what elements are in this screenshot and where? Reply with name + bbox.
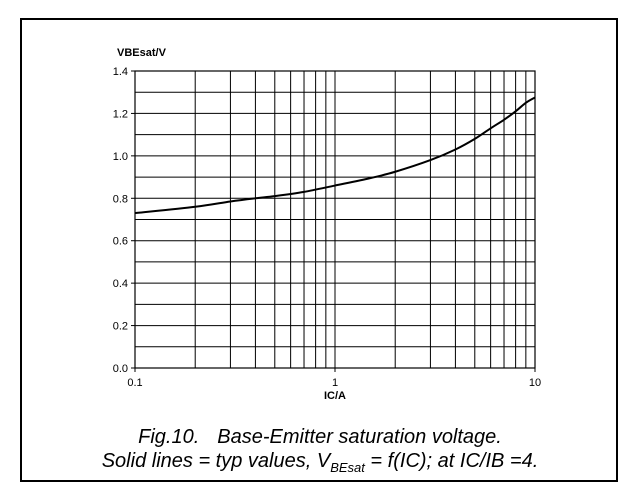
caption-line-1: Fig.10. Base-Emitter saturation voltage. bbox=[0, 425, 640, 449]
note-suffix: = f(IC); at IC/IB =4. bbox=[364, 450, 539, 472]
figure-caption: Fig.10. Base-Emitter saturation voltage. … bbox=[0, 425, 640, 475]
y-axis-label: VBEsat/V bbox=[117, 47, 167, 59]
x-tick-label: 10 bbox=[529, 377, 541, 389]
figure-frame bbox=[20, 18, 618, 482]
y-tick-label: 1.2 bbox=[113, 108, 128, 120]
y-tick-label: 0.8 bbox=[113, 193, 128, 205]
note-subscript: BEsat bbox=[330, 460, 365, 475]
note-prefix: Solid lines = typ values, V bbox=[101, 450, 331, 472]
x-tick-label: 0.1 bbox=[127, 377, 142, 389]
x-tick-label: 1 bbox=[332, 377, 338, 389]
fig-label: Fig.10. bbox=[138, 426, 200, 448]
y-tick-label: 1.0 bbox=[113, 151, 128, 163]
y-tick-label: 0.2 bbox=[113, 321, 128, 333]
y-tick-label: 1.4 bbox=[113, 66, 128, 78]
y-tick-label: 0.0 bbox=[113, 363, 128, 375]
y-tick-label: 0.6 bbox=[113, 236, 128, 248]
series-line bbox=[134, 96, 536, 215]
fig-title: Base-Emitter saturation voltage. bbox=[217, 426, 502, 448]
x-axis-label: IC/A bbox=[324, 390, 346, 402]
caption-line-2: Solid lines = typ values, VBEsat = f(IC)… bbox=[0, 449, 640, 475]
y-tick-label: 0.4 bbox=[113, 278, 128, 290]
